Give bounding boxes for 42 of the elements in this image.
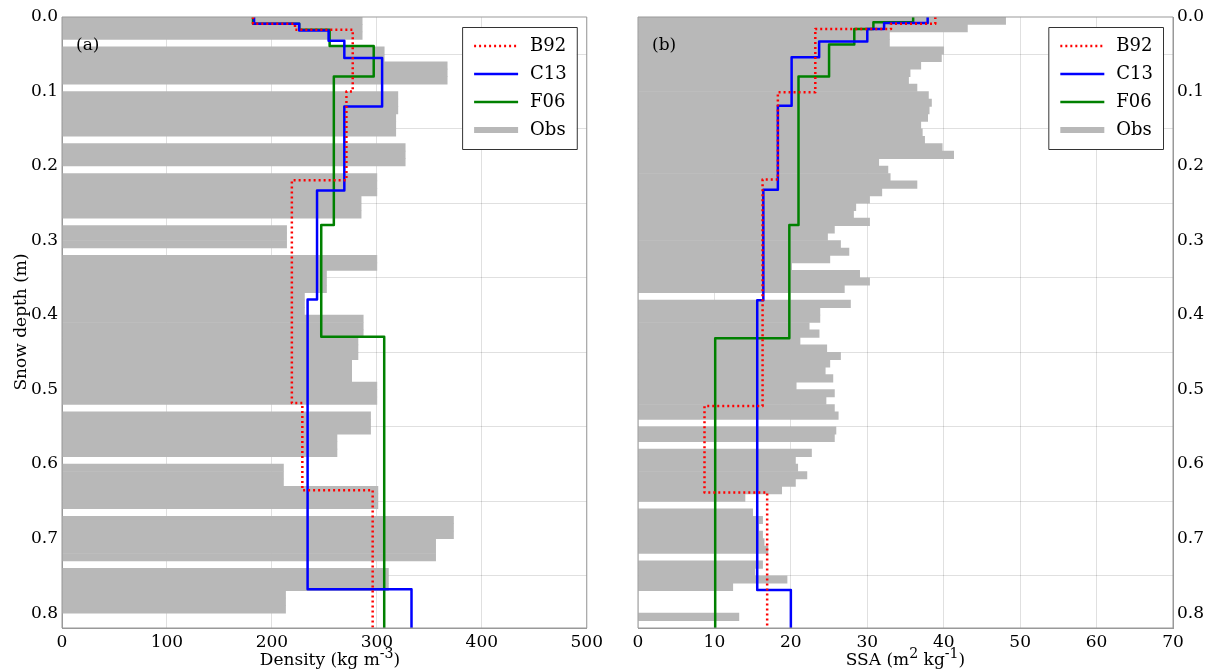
x-tick-label: 100	[150, 630, 184, 651]
y-tick-label: 0.6	[1177, 452, 1205, 473]
y-tick-label: 0.3	[1177, 228, 1205, 249]
annotation: (a)	[76, 33, 100, 54]
y-tick-label: 0.0	[30, 5, 58, 26]
x-tick-label: 400	[465, 630, 499, 651]
y-tick-label: 0.4	[30, 303, 58, 324]
y-tick-label: 0.1	[30, 79, 58, 100]
legend-label: F06	[530, 89, 566, 111]
y-tick-label: 0.7	[30, 527, 58, 548]
x-tick-label: 200	[255, 630, 289, 651]
x-tick-label: 70	[1162, 630, 1184, 651]
legend-label: F06	[1116, 89, 1152, 111]
x-tick-label: 0	[56, 630, 68, 651]
legend-label: C13	[1116, 61, 1154, 83]
x-tick-label: 30	[856, 630, 879, 651]
annotation: (b)	[652, 33, 677, 54]
y-tick-label: 0.7	[1177, 527, 1205, 548]
x-tick-label: 50	[1009, 630, 1031, 651]
x-tick-label: 500	[570, 630, 603, 651]
y-tick-label: 0.3	[30, 228, 58, 249]
y-tick-label: 0.5	[1177, 377, 1205, 398]
legend-label: Obs	[1116, 117, 1152, 139]
x-tick-label: 0	[632, 630, 644, 651]
y-tick-label: 0.1	[1177, 79, 1205, 100]
legend-label: C13	[530, 61, 567, 83]
x-tick-label: 60	[1085, 630, 1108, 651]
legend-label: B92	[1116, 33, 1153, 55]
y-tick-label: 0.4	[1177, 303, 1205, 324]
y-tick-label: 0.6	[30, 452, 58, 473]
y-tick-label: 0.0	[1177, 5, 1205, 26]
y-axis-title: Snow depth (m)	[10, 252, 30, 393]
y-tick-label: 0.8	[1177, 601, 1205, 622]
x-tick-label: 20	[780, 630, 802, 651]
y-tick-label: 0.8	[30, 601, 58, 622]
y-tick-label: 0.2	[1177, 154, 1205, 175]
y-tick-label: 0.5	[30, 377, 58, 398]
bar	[638, 612, 740, 621]
legend-label: Obs	[530, 117, 566, 139]
x-tick-label: 10	[703, 630, 726, 651]
legend-label: B92	[530, 33, 567, 55]
y-tick-label: 0.2	[30, 154, 58, 175]
